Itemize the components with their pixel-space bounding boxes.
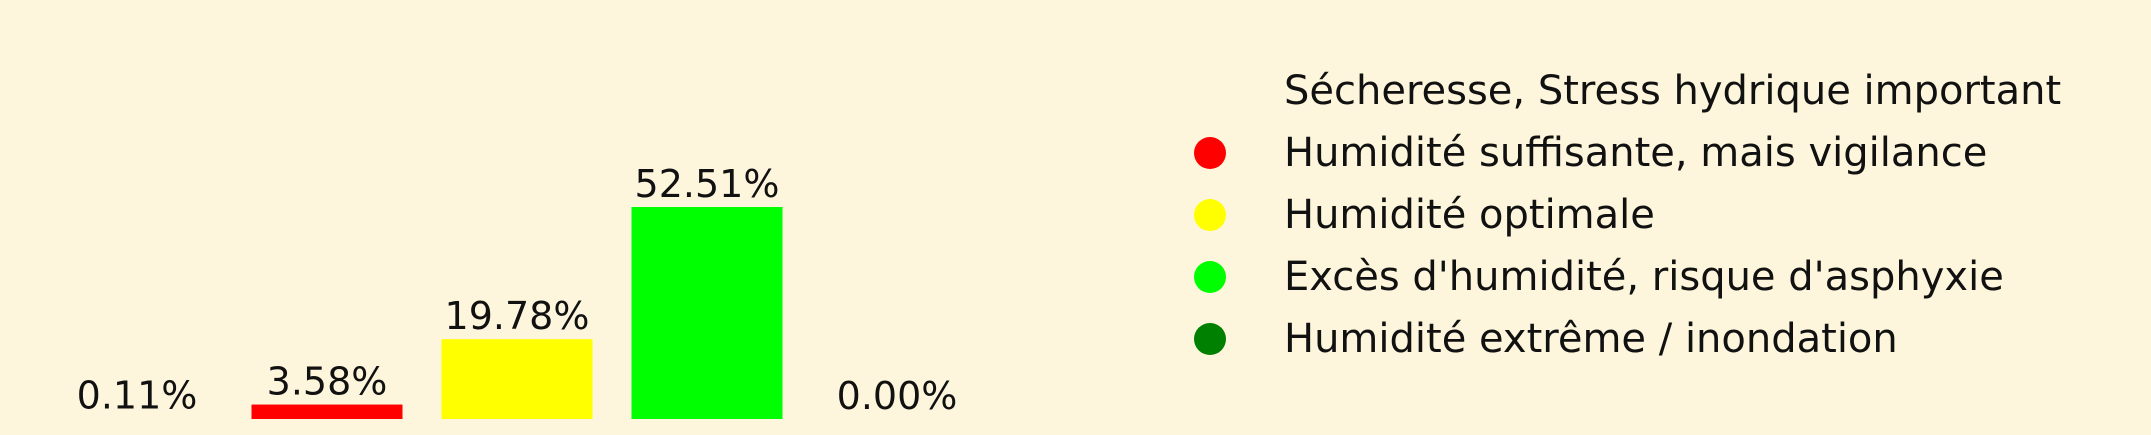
- legend-item-5: Humidité extrême / inondation: [1180, 308, 2061, 370]
- legend-marker-5: [1194, 323, 1226, 355]
- legend-item-3: Humidité optimale: [1180, 184, 2061, 246]
- bar-value-label-3: 19.78%: [445, 294, 590, 338]
- legend-label-4: Excès d'humidité, risque d'asphyxie: [1284, 254, 2004, 300]
- legend-label-3: Humidité optimale: [1284, 192, 1655, 238]
- legend-label-2: Humidité suffisante, mais vigilance: [1284, 130, 1988, 176]
- legend-item-2: Humidité suffisante, mais vigilance: [1180, 122, 2061, 184]
- bar-3: [441, 339, 593, 419]
- legend-marker-3: [1194, 199, 1226, 231]
- bar-value-label-2: 3.58%: [267, 360, 388, 404]
- legend-label-1: Sécheresse, Stress hydrique important: [1284, 68, 2062, 114]
- bar-value-label-1: 0.11%: [77, 374, 198, 418]
- bar-2: [251, 404, 403, 419]
- legend-marker-2: [1194, 137, 1226, 169]
- legend-marker-4: [1194, 261, 1226, 293]
- chart-legend: Sécheresse, Stress hydrique important Hum…: [1180, 60, 2061, 370]
- legend-item-1: Sécheresse, Stress hydrique important: [1180, 60, 2061, 122]
- bar-chart: 0.11% 3.58% 19.78% 52.51% 0.00%: [76, 162, 958, 419]
- bar-value-label-4: 52.51%: [635, 162, 780, 206]
- legend-label-5: Humidité extrême / inondation: [1284, 316, 1898, 362]
- legend-item-4: Excès d'humidité, risque d'asphyxie: [1180, 246, 2061, 308]
- bar-4: [631, 207, 783, 419]
- bar-value-label-5: 0.00%: [837, 374, 958, 418]
- legend-marker-1: [1194, 75, 1226, 107]
